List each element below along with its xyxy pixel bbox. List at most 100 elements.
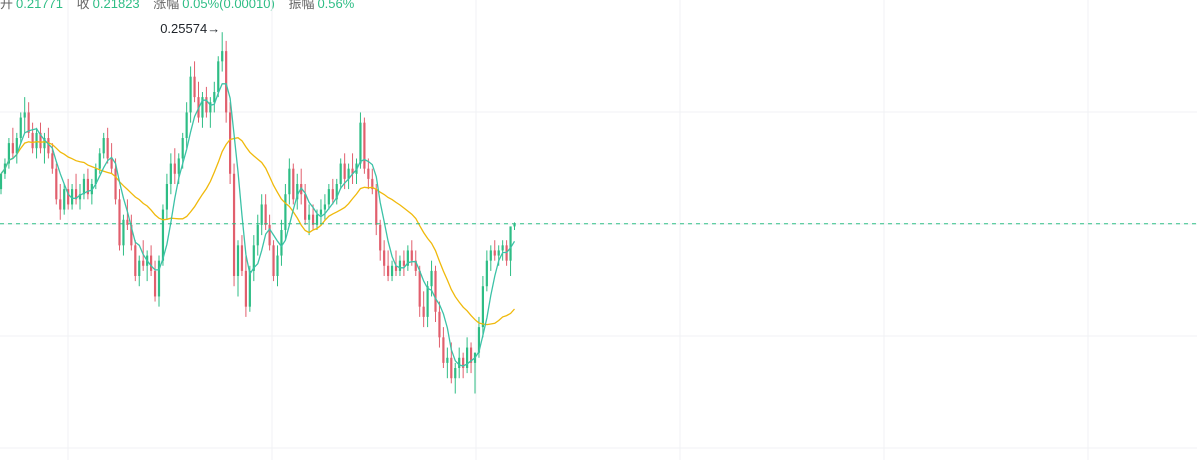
candle [82, 173, 86, 200]
candle-body [367, 168, 370, 179]
candle [236, 240, 240, 297]
candle-body [150, 255, 153, 271]
candle-body [161, 209, 165, 261]
candle [454, 362, 457, 394]
candle-body [375, 189, 378, 225]
candle [106, 127, 109, 164]
candle-body [497, 250, 500, 256]
candle [63, 184, 66, 215]
candle [446, 347, 449, 379]
candle-body [450, 357, 453, 379]
candle [272, 240, 275, 282]
candle-body [244, 270, 247, 307]
open-value: 0.21771 [16, 0, 64, 11]
candle [0, 173, 3, 195]
amplitude-label: 振幅 [288, 0, 315, 11]
candle [367, 158, 370, 190]
candle [39, 122, 42, 154]
open-label: 开 [0, 0, 14, 11]
candle-body [240, 245, 244, 271]
candle [331, 178, 334, 205]
candle [71, 184, 74, 210]
candle [153, 260, 157, 302]
candle-body [126, 219, 129, 225]
candle [118, 189, 121, 251]
candle-body [308, 214, 311, 220]
candle-body [363, 122, 366, 169]
candle [146, 250, 149, 282]
candle-body [493, 250, 496, 256]
candle-body [118, 199, 121, 246]
candle [134, 240, 137, 282]
candle-body [86, 178, 89, 195]
candle [193, 61, 196, 103]
candle [78, 184, 82, 210]
candle-body [462, 357, 465, 368]
candle-body [102, 138, 105, 154]
candle-body [177, 158, 180, 174]
candle-body [213, 92, 216, 103]
candle-body [229, 112, 232, 174]
candle-body [260, 204, 263, 225]
candle [311, 204, 315, 230]
candle-body [23, 112, 26, 118]
candle [90, 178, 93, 205]
candle-body [311, 214, 315, 225]
candle [74, 173, 78, 205]
candle [276, 245, 279, 287]
candle [280, 219, 283, 266]
candle-body [122, 219, 125, 246]
candle-body [47, 138, 50, 154]
candle [398, 255, 402, 276]
candle-body [189, 76, 192, 113]
candle-body [276, 255, 279, 276]
candle [375, 184, 378, 236]
candle-body [315, 214, 319, 225]
candle-body [256, 224, 259, 246]
candle [351, 153, 354, 184]
candle [327, 184, 330, 210]
candle-body [481, 286, 484, 328]
change-label: 涨幅 [153, 0, 180, 11]
candle-body [335, 184, 338, 200]
close-label: 收 [76, 0, 90, 11]
candle [240, 235, 244, 276]
candle-body [114, 168, 117, 200]
candle [359, 112, 362, 169]
candle-body [31, 132, 34, 149]
candle-body [390, 265, 394, 276]
candle [217, 56, 220, 98]
candle-body [414, 260, 417, 271]
candle [387, 250, 390, 282]
candle [304, 184, 307, 225]
candle-body [347, 168, 350, 179]
candle-body [71, 189, 74, 205]
candle [126, 199, 129, 230]
candle [59, 184, 62, 220]
candle [383, 240, 386, 276]
candle-body [430, 270, 433, 287]
candle-body [280, 230, 283, 256]
candle [122, 214, 125, 256]
high-price-label: 0.25574 [160, 21, 207, 36]
candle-body [74, 189, 78, 200]
candle-body [181, 138, 184, 159]
candle [284, 184, 287, 241]
candle [169, 153, 172, 195]
candle [481, 276, 484, 338]
candle-body [264, 204, 267, 225]
ma-slow-line [0, 137, 515, 326]
candle-body [165, 184, 168, 210]
candle [31, 122, 34, 154]
candle [394, 250, 398, 276]
candle-body [379, 224, 382, 251]
candle [300, 168, 303, 205]
candle [458, 347, 461, 379]
candle-body [221, 51, 224, 62]
candle-body [138, 260, 141, 276]
candle-body [55, 168, 58, 200]
ohlc-info-bar: 开 0.21771 收 0.21823 涨幅 0.05%(0.00010) 振幅 0.5… [0, 0, 364, 11]
candle-body [272, 245, 275, 276]
